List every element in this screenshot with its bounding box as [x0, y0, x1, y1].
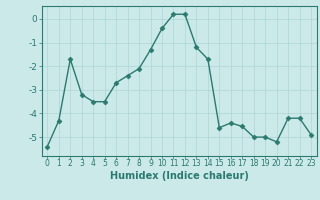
- X-axis label: Humidex (Indice chaleur): Humidex (Indice chaleur): [110, 171, 249, 181]
